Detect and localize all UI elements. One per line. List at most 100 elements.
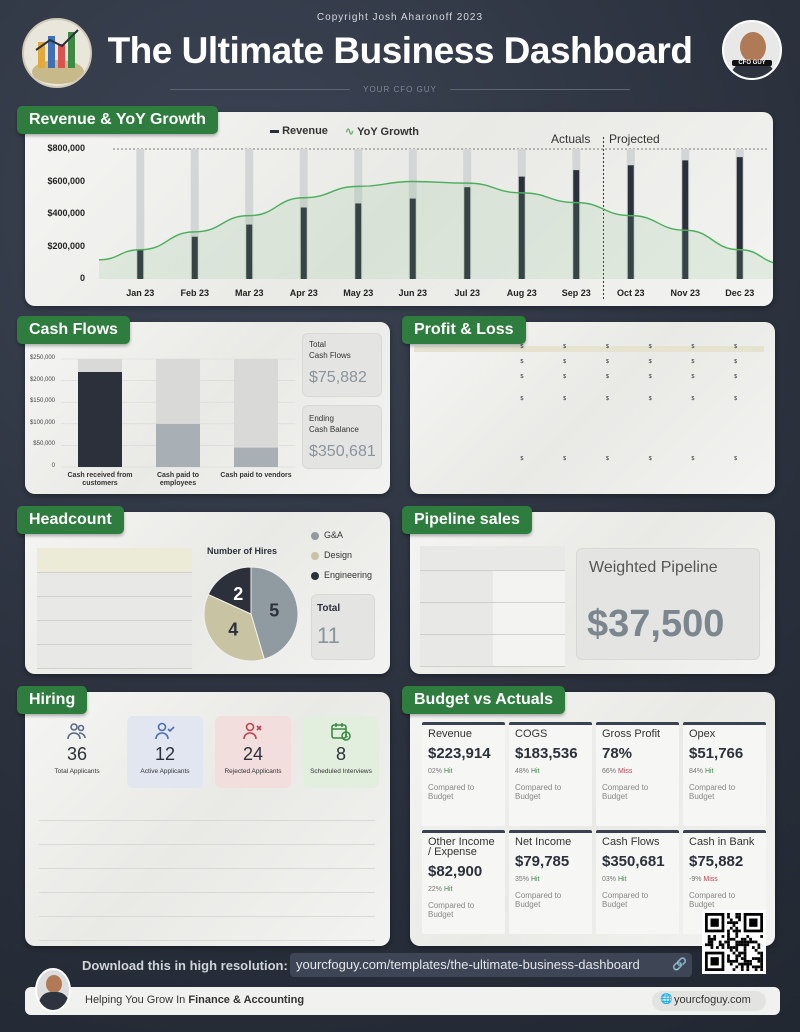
pl-cell bbox=[740, 411, 775, 419]
budget-tile: Cash Flows $350,681 03% Hit Compared to … bbox=[596, 830, 679, 934]
pl-cell bbox=[569, 396, 604, 404]
pl-cell bbox=[526, 433, 561, 441]
pl-cell bbox=[655, 456, 690, 464]
y-axis-tick: $200,000 bbox=[47, 240, 85, 251]
page-title: The Ultimate Business Dashboard bbox=[107, 30, 693, 71]
pl-cell bbox=[655, 343, 690, 351]
pl-row bbox=[416, 448, 775, 456]
table-row bbox=[39, 892, 375, 917]
legend-revenue: Revenue bbox=[270, 125, 328, 137]
pl-cell bbox=[569, 448, 604, 456]
pie-value: 5 bbox=[269, 601, 279, 621]
pl-cell bbox=[697, 388, 732, 396]
total-label: Total bbox=[317, 603, 341, 614]
hiring-cell bbox=[216, 916, 270, 941]
pl-cell bbox=[612, 456, 647, 464]
cashflow-bar-remainder bbox=[234, 359, 278, 448]
weighted-label: Weighted Pipeline bbox=[589, 559, 718, 576]
department bbox=[37, 596, 115, 621]
link-icon: 🔗 bbox=[672, 957, 687, 971]
budget-status: Hit bbox=[443, 886, 453, 893]
pl-row-label bbox=[416, 433, 518, 441]
budget-tile: Revenue $223,914 02% Hit Compared to Bud… bbox=[422, 722, 505, 826]
pl-cell bbox=[655, 388, 690, 396]
budget-status: Hit bbox=[443, 768, 453, 775]
pl-cell bbox=[612, 418, 647, 426]
avatar-tag: CFO GUY bbox=[732, 60, 772, 66]
compare-label: Compared to Budget bbox=[428, 901, 475, 919]
website-button[interactable]: 🌐 yourcfoguy.com bbox=[652, 991, 766, 1011]
ending-label-2: Cash Balance bbox=[309, 425, 359, 434]
pl-cell bbox=[740, 403, 775, 411]
card-title: Cash Flows bbox=[17, 316, 130, 344]
legend-growth: ∿ YoY Growth bbox=[345, 126, 420, 138]
pl-cell bbox=[655, 448, 690, 456]
department-cost bbox=[114, 596, 192, 621]
client-count bbox=[492, 602, 565, 635]
pl-cell bbox=[569, 366, 604, 374]
col-header bbox=[269, 796, 323, 821]
revenue-bar bbox=[355, 203, 362, 279]
footer-tagline: Helping You Grow In Finance & Accounting bbox=[85, 994, 305, 1006]
pl-cell bbox=[740, 433, 775, 441]
pie-slice bbox=[203, 593, 265, 662]
pl-cell bbox=[655, 426, 690, 434]
pl-cell bbox=[697, 403, 732, 411]
col-header bbox=[492, 546, 565, 571]
pl-cell bbox=[655, 403, 690, 411]
divider bbox=[170, 89, 350, 90]
pl-cell bbox=[740, 396, 775, 404]
pl-cell bbox=[526, 388, 561, 396]
department bbox=[37, 620, 115, 645]
card-title: Headcount bbox=[17, 506, 124, 534]
budget-percent: 03% bbox=[602, 876, 617, 883]
revenue-bar bbox=[518, 176, 525, 279]
pl-table: $ $ $ $ $ $ $ $ $ $ $ $ $ $ $ $ $ $ $ $ $ $ $ $ $ $ $ $ $ $ bbox=[416, 328, 775, 463]
pl-col-type bbox=[732, 328, 775, 336]
pl-cell bbox=[697, 433, 732, 441]
budget-value: $82,900 bbox=[428, 863, 483, 880]
budget-metric: COGS bbox=[515, 728, 548, 740]
total-label bbox=[37, 644, 115, 669]
pl-row-label bbox=[416, 388, 518, 396]
revenue-bar bbox=[137, 249, 144, 279]
download-link[interactable]: yourcfoguy.com/templates/the-ultimate-bu… bbox=[290, 953, 692, 977]
pie-slice bbox=[250, 566, 299, 660]
pl-cell bbox=[740, 388, 775, 396]
pl-cell bbox=[697, 358, 732, 366]
pl-col-month bbox=[604, 336, 647, 344]
download-url[interactable]: yourcfoguy.com/templates/the-ultimate-bu… bbox=[296, 957, 640, 972]
hiring-cell bbox=[269, 868, 323, 893]
pl-cell bbox=[655, 358, 690, 366]
budget-percent: 84% bbox=[689, 768, 704, 775]
pl-cell bbox=[526, 396, 561, 404]
qr-code-icon[interactable] bbox=[702, 910, 766, 974]
dashboard-logo-icon bbox=[22, 18, 92, 88]
pl-cell bbox=[526, 403, 561, 411]
pl-cell bbox=[526, 358, 561, 366]
pl-cell bbox=[526, 418, 561, 426]
pl-cell bbox=[740, 358, 775, 366]
cashflow-chart bbox=[61, 358, 295, 468]
pl-col-month bbox=[647, 336, 690, 344]
pl-cell bbox=[526, 343, 561, 351]
client-count bbox=[492, 634, 565, 667]
pl-cell bbox=[569, 433, 604, 441]
pl-cell bbox=[740, 373, 775, 381]
pl-row: $ $ $ $ $ $ bbox=[416, 343, 775, 351]
hiring-cell bbox=[39, 916, 164, 941]
pl-cell bbox=[569, 381, 604, 389]
stat-value: 24 bbox=[242, 744, 264, 764]
hiring-cell bbox=[216, 892, 270, 917]
stage bbox=[420, 602, 493, 635]
table-row bbox=[37, 596, 192, 621]
website-link[interactable]: yourcfoguy.com bbox=[674, 994, 751, 1006]
col-header bbox=[164, 796, 217, 821]
card-title: Budget vs Actuals bbox=[402, 686, 565, 714]
budget-tile: Opex $51,766 84% Hit Compared to Budget bbox=[683, 722, 766, 826]
pl-cell bbox=[697, 411, 732, 419]
col-header bbox=[216, 796, 270, 821]
hiring-cell bbox=[164, 868, 217, 893]
headcount-card: Headcount Number of Hires 5 4 2 Total 11 G… bbox=[17, 506, 390, 674]
department-cost bbox=[114, 572, 192, 597]
